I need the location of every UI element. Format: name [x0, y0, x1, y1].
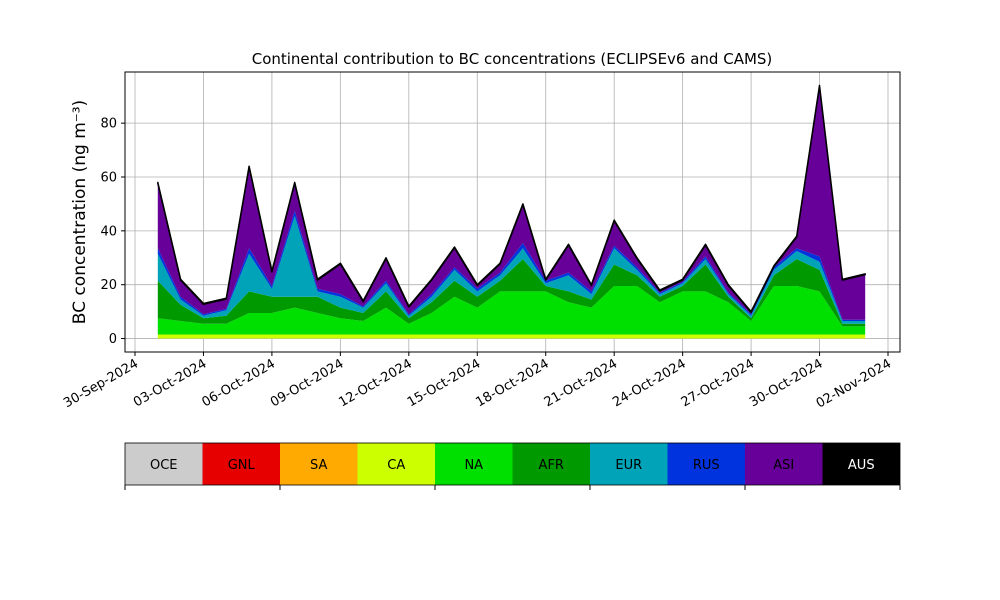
chart-title: Continental contribution to BC concentra… — [252, 50, 773, 68]
legend-label: OCE — [150, 458, 178, 473]
legend-label: AFR — [539, 458, 564, 473]
legend-swatch — [822, 443, 900, 485]
legend-swatch — [280, 443, 358, 485]
legend-swatch — [590, 443, 668, 485]
areas — [157, 84, 866, 339]
y-axis-label: BC concentration (ng m⁻³) — [70, 100, 90, 324]
x-tick-label: 24-Oct-2024 — [610, 356, 688, 410]
legend-label: GNL — [228, 458, 256, 473]
area-ca — [157, 334, 866, 339]
legend-frame — [124, 442, 901, 486]
legend-swatch — [357, 443, 435, 485]
x-tick-label: 30-Oct-2024 — [747, 356, 825, 410]
area-aus — [157, 84, 866, 314]
x-tick-label: 03-Oct-2024 — [131, 356, 209, 410]
y-tick-label: 60 — [100, 171, 117, 186]
y-tick-label: 80 — [100, 117, 117, 132]
colorbar-legend: OCE GNL SA CA NA AFR EUR RUS ASI AUS — [124, 442, 901, 490]
legend-swatch — [667, 443, 745, 485]
legend-label: NA — [464, 458, 483, 473]
legend-swatch — [745, 443, 823, 485]
legend-swatch — [202, 443, 280, 485]
area-rus — [157, 210, 866, 321]
legend-label: RUS — [693, 458, 720, 473]
area-na — [157, 286, 866, 335]
x-tick-label: 12-Oct-2024 — [336, 356, 414, 410]
legend-swatch — [435, 443, 513, 485]
x-tick-label: 15-Oct-2024 — [405, 356, 483, 410]
x-tick-label: 21-Oct-2024 — [542, 356, 620, 410]
y-tick-label: 40 — [100, 224, 117, 239]
x-tick-label: 30-Sep-2024 — [61, 356, 141, 411]
x-tick-label: 06-Oct-2024 — [200, 356, 278, 410]
area-eur — [157, 216, 866, 324]
area-afr — [157, 259, 866, 327]
legend-label: AUS — [848, 458, 875, 473]
legend-swatch — [125, 443, 203, 485]
legend-label: SA — [310, 458, 327, 473]
x-tick-label: 18-Oct-2024 — [473, 356, 551, 410]
x-tick-label: 09-Oct-2024 — [268, 356, 346, 410]
legend-label: ASI — [773, 458, 794, 473]
legend-label: EUR — [615, 458, 642, 473]
y-tick-label: 0 — [109, 332, 117, 347]
x-tick-label: 02-Nov-2024 — [814, 356, 894, 411]
legend-label: CA — [387, 458, 405, 473]
plot-frame — [124, 71, 901, 353]
legend-swatch — [512, 443, 590, 485]
y-tick-label: 20 — [100, 278, 117, 293]
x-tick-label: 27-Oct-2024 — [679, 356, 757, 410]
